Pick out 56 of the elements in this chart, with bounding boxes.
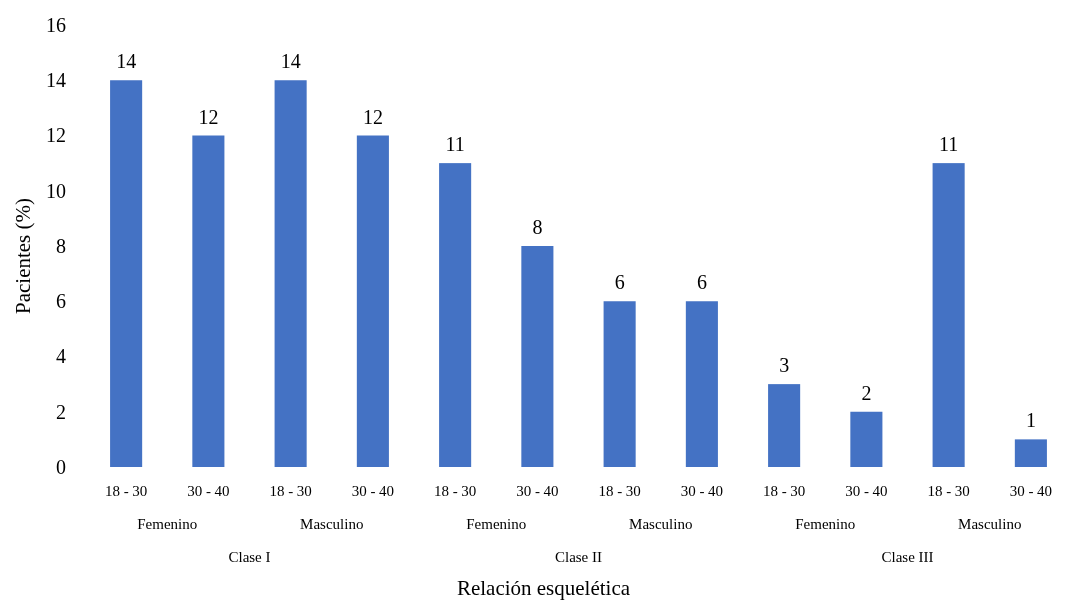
- bar: [192, 135, 225, 467]
- data-label: 12: [198, 105, 219, 128]
- bar: [685, 301, 718, 467]
- data-label: 3: [779, 354, 790, 377]
- text: Masculino: [300, 516, 364, 532]
- y-tick-label: 14: [46, 69, 66, 92]
- x-tick-label: 30 - 40: [1009, 482, 1053, 499]
- x-tick-label: 18 - 30: [762, 482, 806, 499]
- text: Masculino: [958, 516, 1022, 532]
- data-label: 8: [532, 216, 543, 238]
- data-label: 6: [614, 271, 625, 294]
- x-tick-label: 30 - 40: [680, 482, 724, 499]
- text: Clase I: [228, 549, 271, 565]
- x-tick-label: 30 - 40: [187, 482, 230, 499]
- data-label: 12: [362, 105, 383, 128]
- x-tick-label: 18 - 30: [433, 482, 477, 499]
- text: Femenino: [795, 516, 856, 532]
- bar: [603, 301, 636, 467]
- y-tick-label: 16: [46, 13, 66, 36]
- y-tick-label: 12: [46, 124, 66, 147]
- x-tick-label: 18 - 30: [927, 482, 970, 499]
- data-label: 11: [445, 133, 465, 156]
- y-tick-label: 6: [56, 290, 66, 313]
- data-label: 14: [116, 50, 137, 73]
- bar: [110, 80, 143, 467]
- data-label: 6: [696, 271, 707, 294]
- bar: [439, 163, 472, 467]
- x-tick-label: 18 - 30: [104, 482, 148, 499]
- bar: [1014, 439, 1047, 467]
- data-label: 2: [861, 381, 872, 404]
- x-tick-label: 30 - 40: [351, 482, 395, 499]
- y-tick-label: 8: [56, 234, 66, 257]
- bar: [356, 135, 389, 467]
- bar: [932, 163, 965, 467]
- bar: [850, 411, 883, 467]
- x-tick-label: 18 - 30: [598, 482, 641, 499]
- text: Clase II: [554, 549, 603, 565]
- x-tick-label: 30 - 40: [845, 482, 888, 499]
- y-tick-label: 0: [56, 455, 66, 478]
- bar: [521, 246, 554, 467]
- text: Femenino: [137, 516, 198, 532]
- text: Clase III: [881, 549, 934, 565]
- y-tick-label: 10: [46, 179, 66, 202]
- data-label: 11: [938, 133, 959, 156]
- data-label: 1: [1025, 409, 1036, 432]
- text: Masculino: [629, 516, 693, 532]
- y-axis-title: Pacientes (%): [11, 197, 35, 315]
- data-label: 14: [280, 50, 301, 73]
- y-tick-label: 4: [56, 345, 66, 368]
- x-tick-label: 30 - 40: [516, 482, 559, 499]
- x-axis-title: Relación esquelética: [456, 576, 631, 600]
- bar: [768, 384, 801, 467]
- bar: [274, 80, 307, 467]
- text: Femenino: [466, 516, 527, 532]
- x-tick-label: 18 - 30: [269, 482, 312, 499]
- y-tick-label: 2: [56, 400, 66, 423]
